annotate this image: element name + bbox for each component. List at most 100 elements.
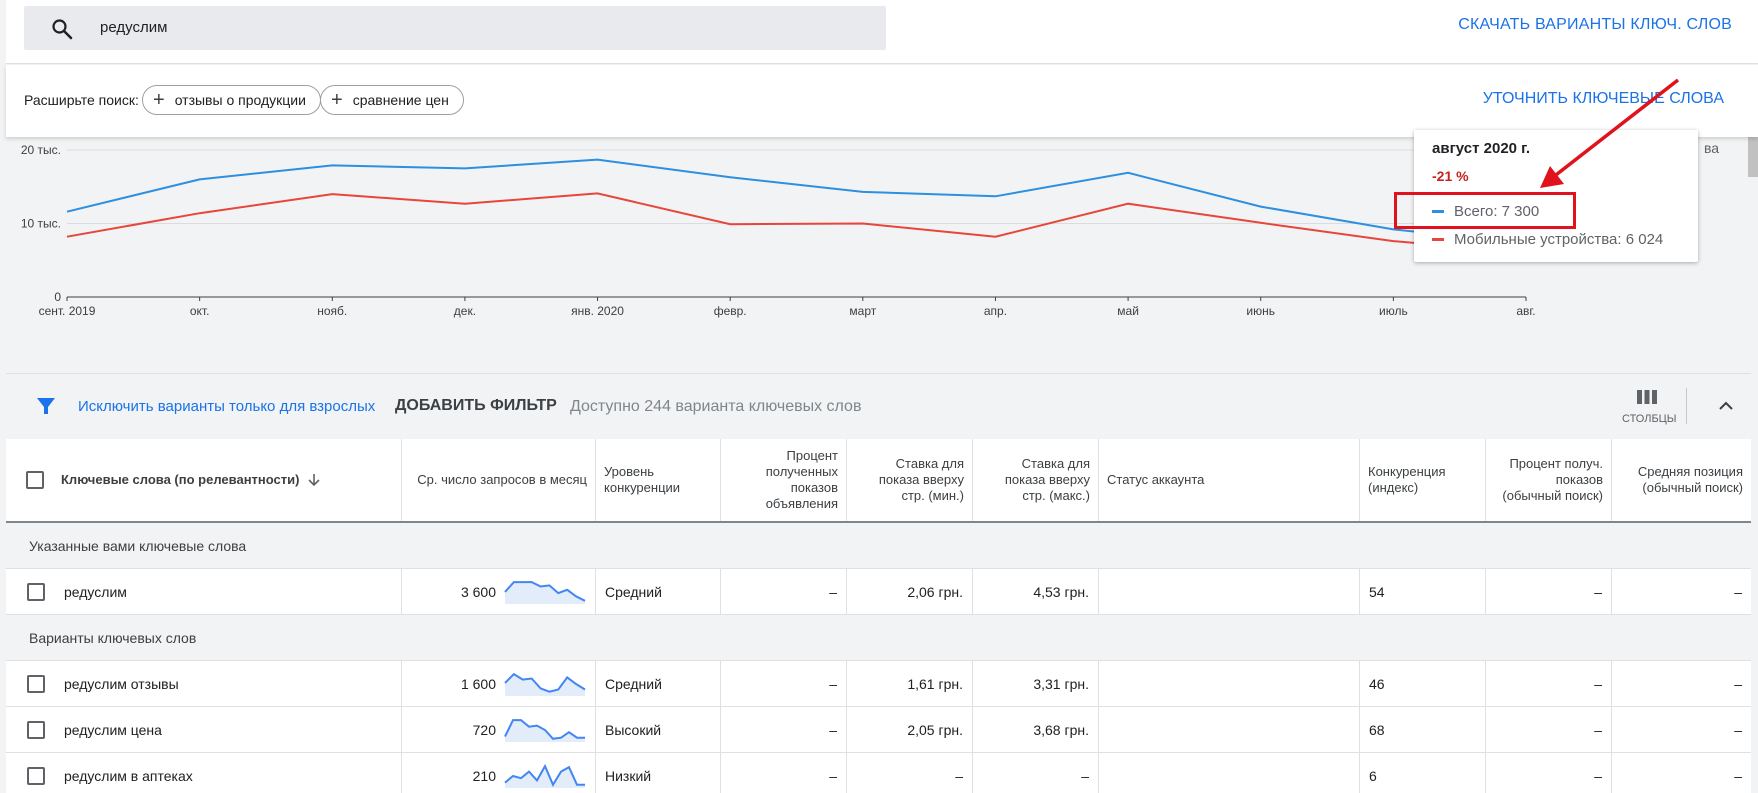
cell-text: – — [1734, 583, 1742, 600]
header-avg-searches[interactable]: Ср. число запросов в месяц — [402, 439, 596, 521]
columns-icon — [1637, 390, 1657, 404]
arrow-down-icon — [308, 474, 321, 487]
table-header: Ключевые слова (по релевантности) Ср. чи… — [6, 439, 1751, 523]
chart-tooltip: август 2020 г. -21 % Всего: 7 300 Мобиль… — [1414, 130, 1698, 262]
cell-status — [1099, 569, 1360, 614]
cell-text: – — [1594, 675, 1602, 692]
cell-competition: Средний — [596, 569, 721, 614]
top-bar: редуслим СКАЧАТЬ ВАРИАНТЫ КЛЮЧ. СЛОВ — [6, 0, 1758, 64]
cell-status — [1099, 707, 1360, 752]
cell-text: – — [1734, 767, 1742, 784]
chevron-up-icon[interactable] — [1718, 398, 1734, 414]
filter-bar: Исключить варианты только для взрослых Д… — [6, 373, 1751, 439]
table-row[interactable]: редуслим в аптеках 210 Низкий – – – 6 – – — [6, 753, 1751, 793]
header-organic-position[interactable]: Средняя позиция (обычный поиск) — [1612, 439, 1751, 521]
cell-text: 6 — [1369, 767, 1377, 784]
filter-icon[interactable] — [36, 396, 56, 416]
cell-text: 2,06 грн. — [907, 583, 963, 600]
x-tick-label: дек. — [454, 304, 476, 318]
x-tick-label: окт. — [190, 304, 210, 318]
tooltip-total-row: Всего: 7 300 — [1432, 203, 1539, 220]
add-filter-button[interactable]: ДОБАВИТЬ ФИЛЬТР — [395, 397, 557, 414]
cell-competition: Средний — [596, 661, 721, 706]
chip-product-reviews[interactable]: + отзывы о продукции — [142, 85, 321, 115]
series-line-total — [66, 158, 1527, 245]
cell-text: 3,68 грн. — [1033, 721, 1089, 738]
table-row[interactable]: редуслим цена 720 Высокий – 2,05 грн. 3,68 гр… — [6, 707, 1751, 753]
table-row[interactable]: редуслим 3 600 Средний – 2,06 грн. 4,53 грн. 5… — [6, 569, 1751, 615]
search-query: редуслим — [100, 19, 168, 36]
header-label: Средняя позиция (обычный поиск) — [1637, 464, 1743, 495]
cell-text: 3,31 грн. — [1033, 675, 1089, 692]
cell-text: 3 600 — [460, 583, 496, 600]
cell-competition: Высокий — [596, 707, 721, 752]
header-bid-high[interactable]: Ставка для показа вверху стр. (макс.) — [973, 439, 1099, 521]
row-checkbox[interactable] — [27, 674, 45, 693]
cell-text: – — [1081, 767, 1089, 784]
header-competition-index[interactable]: Конкуренция (индекс) — [1360, 439, 1486, 521]
header-organic-impressions[interactable]: Процент получ. показов (обычный поиск) — [1486, 439, 1612, 521]
cell-text: Средний — [605, 675, 662, 692]
cell-org-impr: – — [1486, 569, 1612, 614]
row-checkbox[interactable] — [27, 720, 45, 739]
x-tick-label: март — [849, 304, 876, 318]
header-label: Конкуренция (индекс) — [1368, 464, 1446, 495]
chip-price-comparison[interactable]: + сравнение цен — [320, 85, 464, 115]
search-icon — [52, 19, 73, 40]
table-row[interactable]: редуслим отзывы 1 600 Средний – 1,61 грн. 3,3… — [6, 661, 1751, 707]
cell-status — [1099, 661, 1360, 706]
cell-text: 46 — [1369, 675, 1385, 692]
cell-text: 210 — [472, 767, 496, 784]
plus-icon: + — [153, 89, 165, 111]
header-label: Уровень конкуренции — [604, 464, 681, 495]
trend-sparkline — [504, 672, 586, 696]
chip-label: сравнение цен — [352, 92, 449, 108]
search-input[interactable]: редуслим — [24, 6, 886, 50]
cell-searches: 3 600 — [402, 569, 596, 614]
legend-swatch-total — [1432, 210, 1444, 213]
header-label: Процент полученных показов объявления — [765, 448, 838, 511]
header-keyword-label: Ключевые слова (по релевантности) — [61, 472, 300, 487]
header-label: Ставка для показа вверху стр. (мин.) — [878, 456, 964, 503]
cell-searches: 210 — [402, 753, 596, 793]
cell-org-pos: – — [1612, 569, 1751, 614]
header-keyword[interactable]: Ключевые слова (по релевантности) — [6, 439, 402, 521]
cell-text: – — [829, 583, 837, 600]
annotation-arrow-icon — [1540, 78, 1680, 188]
cell-status — [1099, 753, 1360, 793]
cell-org-pos: – — [1612, 753, 1751, 793]
header-account-status[interactable]: Статус аккаунта — [1099, 439, 1360, 521]
cell-text: 2,05 грн. — [907, 721, 963, 738]
cell-keyword: редуслим — [6, 569, 402, 614]
cell-text: редуслим отзывы — [64, 675, 179, 692]
cell-text: 720 — [472, 721, 496, 738]
row-checkbox[interactable] — [27, 766, 45, 785]
header-bid-low[interactable]: Ставка для показа вверху стр. (мин.) — [847, 439, 973, 521]
cell-bid-low: 2,05 грн. — [847, 707, 973, 752]
cell-text: Высокий — [605, 721, 662, 738]
header-label: Ср. число запросов в месяц — [417, 472, 587, 487]
divider — [1686, 388, 1687, 424]
cell-org-impr: – — [1486, 707, 1612, 752]
y-tick-label: 0 — [54, 290, 61, 304]
cell-text: – — [1594, 583, 1602, 600]
highlight-box — [1394, 192, 1576, 229]
columns-button[interactable]: СТОЛБЦЫ — [1622, 390, 1677, 425]
cell-bid-high: 3,31 грн. — [973, 661, 1099, 706]
row-checkbox[interactable] — [27, 582, 45, 601]
cell-searches: 720 — [402, 707, 596, 752]
select-all-checkbox[interactable] — [26, 471, 44, 489]
cell-impr: – — [721, 569, 847, 614]
cell-bid-high: 3,68 грн. — [973, 707, 1099, 752]
exclude-adult-link[interactable]: Исключить варианты только для взрослых — [78, 398, 376, 415]
header-impression-share[interactable]: Процент полученных показов объявления — [721, 439, 847, 521]
x-tick-label: май — [1117, 304, 1139, 318]
download-keyword-ideas-link[interactable]: СКАЧАТЬ ВАРИАНТЫ КЛЮЧ. СЛОВ — [1458, 16, 1732, 33]
cell-bid-low: – — [847, 753, 973, 793]
header-label: Процент получ. показов (обычный поиск) — [1502, 456, 1603, 503]
vertical-scrollbar[interactable] — [1748, 137, 1758, 177]
header-competition[interactable]: Уровень конкуренции — [596, 439, 721, 521]
refine-keywords-link[interactable]: УТОЧНИТЬ КЛЮЧЕВЫЕ СЛОВА — [1482, 90, 1724, 107]
legend-swatch-mobile — [1432, 238, 1444, 241]
